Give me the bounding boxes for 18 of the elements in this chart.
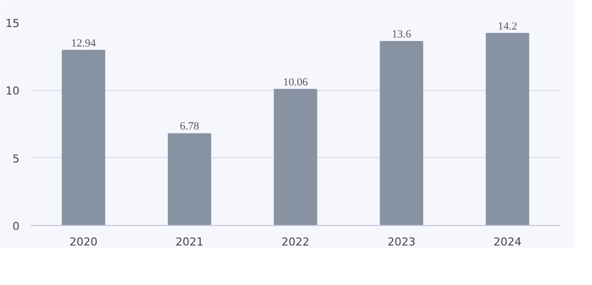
- data-label: 12.94: [71, 37, 96, 50]
- y-tick-label: 0: [12, 220, 20, 233]
- bar: [380, 40, 424, 226]
- y-tick-label: 15: [6, 17, 20, 30]
- y-tick-label: 10: [6, 84, 20, 98]
- data-label: 10.06: [283, 76, 308, 88]
- x-tick-label: 2023: [388, 236, 416, 248]
- data-label: 13.6: [392, 28, 412, 40]
- y-tick-label: 5: [12, 152, 20, 166]
- x-tick-label: 2022: [282, 236, 310, 248]
- bar: [274, 88, 318, 226]
- x-tick-label: 2024: [494, 236, 522, 248]
- data-label: 6.78: [180, 120, 200, 133]
- bar: [486, 32, 530, 226]
- x-tick-label: 2021: [176, 236, 204, 248]
- bar: [168, 133, 212, 226]
- x-tick-label: 2020: [70, 236, 98, 248]
- bar: [62, 50, 106, 226]
